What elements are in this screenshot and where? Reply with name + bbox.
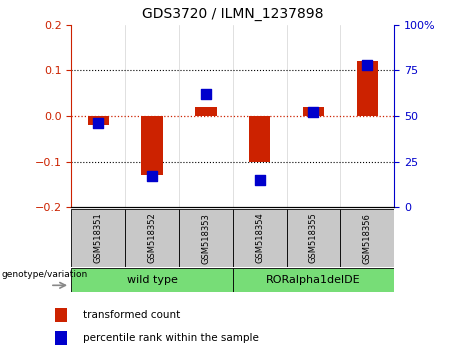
Bar (287, 209, 340, 267)
Bar (233, 268, 394, 292)
Text: GSM518352: GSM518352 (148, 213, 157, 263)
Text: percentile rank within the sample: percentile rank within the sample (83, 332, 259, 343)
Bar (71, 268, 233, 292)
Text: GSM518355: GSM518355 (309, 213, 318, 263)
Point (364, 62, 371, 68)
Text: wild type: wild type (127, 275, 177, 285)
Point (202, 91, 210, 97)
Bar (233, 209, 287, 267)
Bar (55, 331, 67, 344)
Point (95, 120, 102, 126)
Text: RORalpha1delDE: RORalpha1delDE (266, 275, 361, 285)
Text: GSM518354: GSM518354 (255, 213, 264, 263)
Bar (179, 209, 233, 267)
Point (310, 109, 317, 115)
Point (148, 173, 156, 179)
Title: GDS3720 / ILMN_1237898: GDS3720 / ILMN_1237898 (142, 7, 324, 21)
Bar (340, 209, 394, 267)
Text: transformed count: transformed count (83, 310, 180, 320)
Bar (142, 116, 163, 175)
Point (256, 177, 263, 183)
Bar (55, 308, 67, 322)
Bar (88, 116, 109, 125)
Text: genotype/variation: genotype/variation (1, 270, 88, 279)
Bar (249, 116, 271, 161)
Bar (125, 209, 179, 267)
Text: GSM518353: GSM518353 (201, 213, 210, 263)
Bar (303, 107, 324, 116)
Text: GSM518351: GSM518351 (94, 213, 103, 263)
Bar (195, 107, 217, 116)
Bar (356, 61, 378, 116)
Text: GSM518356: GSM518356 (363, 213, 372, 263)
Bar (71, 209, 125, 267)
